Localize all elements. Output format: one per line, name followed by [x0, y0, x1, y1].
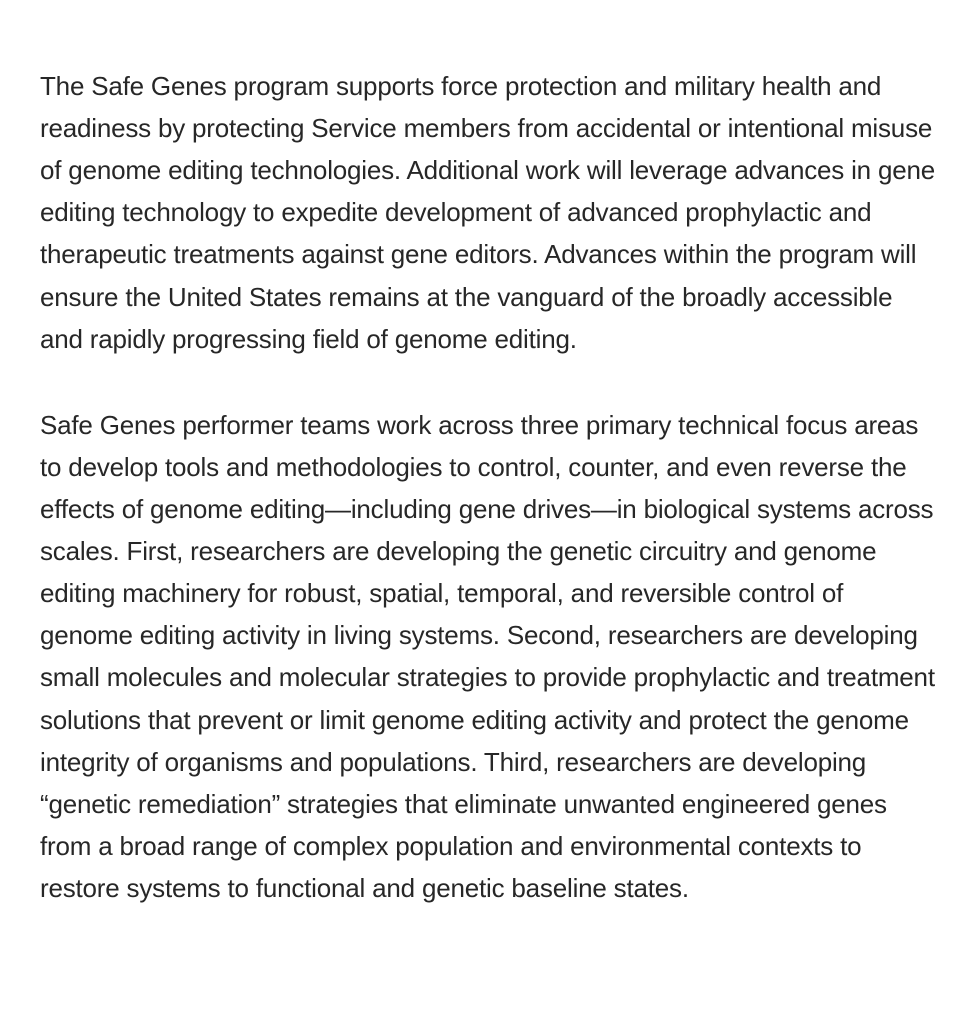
- body-paragraph: Safe Genes performer teams work across t…: [40, 404, 936, 909]
- body-paragraph: The Safe Genes program supports force pr…: [40, 65, 936, 360]
